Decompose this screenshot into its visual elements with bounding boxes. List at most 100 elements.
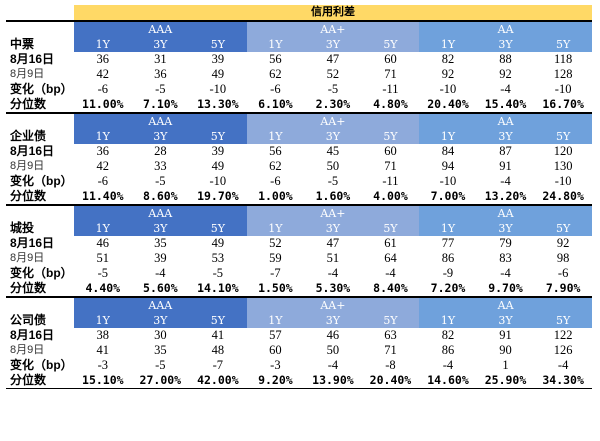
value-cell: 7.90%: [534, 281, 592, 298]
value-cell: 92: [499, 67, 512, 81]
row-label: 分位数: [6, 189, 75, 206]
value-cell: 34.30%: [534, 373, 592, 389]
value-cell: -5: [97, 266, 108, 280]
value-cell: -10: [554, 174, 572, 188]
value-cell: -10: [439, 174, 457, 188]
tenor-header: 1Y: [419, 37, 477, 52]
value-cell: 4.40%: [74, 281, 132, 298]
current-spread-row: 8月16日 38 30 41 57 46 63 82 91 122: [6, 328, 592, 343]
value-cell: 16.70%: [534, 97, 592, 114]
value-cell: -10: [209, 82, 227, 96]
section-name: 中票: [6, 20, 75, 52]
value-cell: -10: [554, 82, 572, 96]
tenor-header: 3Y: [131, 37, 190, 52]
value-cell: 92: [441, 67, 455, 81]
value-cell: 50: [326, 159, 340, 173]
rating-group-header: AAA: [74, 112, 247, 129]
value-cell: 5.60%: [131, 281, 190, 298]
value-cell: 130: [553, 159, 573, 173]
row-label: 8月9日: [10, 252, 45, 264]
value-cell: 31: [154, 52, 167, 66]
value-cell: 42: [96, 159, 110, 173]
value-cell: 7.00%: [419, 189, 477, 206]
value-cell: -4: [500, 266, 511, 280]
value-cell: 19.70%: [189, 189, 247, 206]
value-cell: 1.60%: [304, 189, 362, 206]
value-cell: 36: [96, 52, 110, 66]
value-cell: 49: [211, 159, 225, 173]
value-cell: 90: [499, 343, 512, 357]
value-cell: 13.20%: [476, 189, 535, 206]
value-cell: 24.80%: [534, 189, 592, 206]
row-label: 变化（bp）: [10, 358, 73, 372]
rating-group-header: AA: [419, 204, 592, 221]
value-cell: 9.70%: [476, 281, 535, 298]
value-cell: 2.30%: [304, 97, 362, 114]
value-cell: -8: [385, 358, 396, 372]
value-cell: 1.50%: [246, 281, 305, 298]
value-cell: 38: [96, 328, 110, 342]
value-cell: 56: [269, 144, 282, 158]
tenor-header: 5Y: [361, 129, 420, 144]
value-cell: -5: [155, 358, 166, 372]
current-spread-row: 8月16日 36 31 39 56 47 60 82 88 118: [6, 52, 592, 67]
value-cell: -3: [270, 358, 281, 372]
section-name: 企业债: [6, 112, 75, 144]
value-cell: -5: [155, 82, 166, 96]
value-cell: 11.00%: [74, 97, 132, 114]
tenor-header: 5Y: [361, 221, 420, 236]
tenor-header-row: 1Y 3Y 5Y 1Y 3Y 5Y 1Y 3Y 5Y: [6, 313, 592, 328]
previous-spread-row: 8月9日 41 35 48 60 50 71 86 90 126: [6, 343, 592, 358]
value-cell: 5.30%: [304, 281, 362, 298]
value-cell: 4.00%: [361, 189, 420, 206]
value-cell: -3: [97, 358, 108, 372]
value-cell: 25.90%: [476, 373, 535, 389]
value-cell: 7.20%: [419, 281, 477, 298]
tenor-header: 3Y: [131, 313, 190, 328]
value-cell: -9: [442, 266, 454, 280]
value-cell: -10: [439, 82, 457, 96]
tenor-header: 1Y: [419, 129, 477, 144]
tenor-header: 5Y: [189, 129, 247, 144]
value-cell: 120: [553, 144, 573, 158]
value-cell: 87: [499, 144, 512, 158]
value-cell: 42.00%: [189, 373, 247, 389]
value-cell: 14.60%: [419, 373, 477, 389]
rating-group-header: AAA: [74, 20, 247, 37]
value-cell: 35: [154, 343, 167, 357]
value-cell: 14.10%: [189, 281, 247, 298]
value-cell: 41: [211, 328, 225, 342]
value-cell: 15.40%: [476, 97, 535, 114]
value-cell: 8.40%: [361, 281, 420, 298]
value-cell: -7: [270, 266, 281, 280]
rating-group-header: AA+: [246, 296, 420, 313]
percentile-row: 分位数 11.00% 7.10% 13.30% 6.10% 2.30% 4.80% 20.40…: [6, 97, 592, 114]
value-cell: 13.90%: [304, 373, 362, 389]
value-cell: 60: [269, 343, 282, 357]
tenor-header: 5Y: [361, 313, 420, 328]
tenor-header: 1Y: [246, 129, 305, 144]
value-cell: -5: [327, 174, 339, 188]
tenor-header: 1Y: [74, 37, 132, 52]
row-label: 8月16日: [10, 236, 55, 250]
tenor-header: 1Y: [246, 313, 305, 328]
tenor-header: 5Y: [361, 37, 420, 52]
value-cell: -6: [557, 266, 569, 280]
tenor-header: 3Y: [304, 313, 362, 328]
value-cell: 35: [154, 236, 167, 250]
value-cell: -4: [442, 358, 454, 372]
rating-group-header: AA+: [246, 112, 420, 129]
value-cell: -5: [155, 174, 166, 188]
section-name: 城投: [6, 204, 75, 236]
tenor-header: 1Y: [246, 37, 305, 52]
title-row-blank: [6, 5, 75, 21]
tenor-header: 3Y: [476, 313, 535, 328]
row-label: 变化（bp）: [10, 174, 73, 188]
previous-spread-row: 8月9日 51 39 53 59 51 64 86 83 98: [6, 251, 592, 266]
value-cell: -7: [212, 358, 224, 372]
value-cell: 15.10%: [74, 373, 132, 389]
rating-group-header: AA+: [246, 204, 420, 221]
previous-spread-row: 8月9日 42 36 49 62 52 71 92 92 128: [6, 67, 592, 82]
tenor-header: 3Y: [304, 221, 362, 236]
row-label: 分位数: [6, 97, 75, 114]
